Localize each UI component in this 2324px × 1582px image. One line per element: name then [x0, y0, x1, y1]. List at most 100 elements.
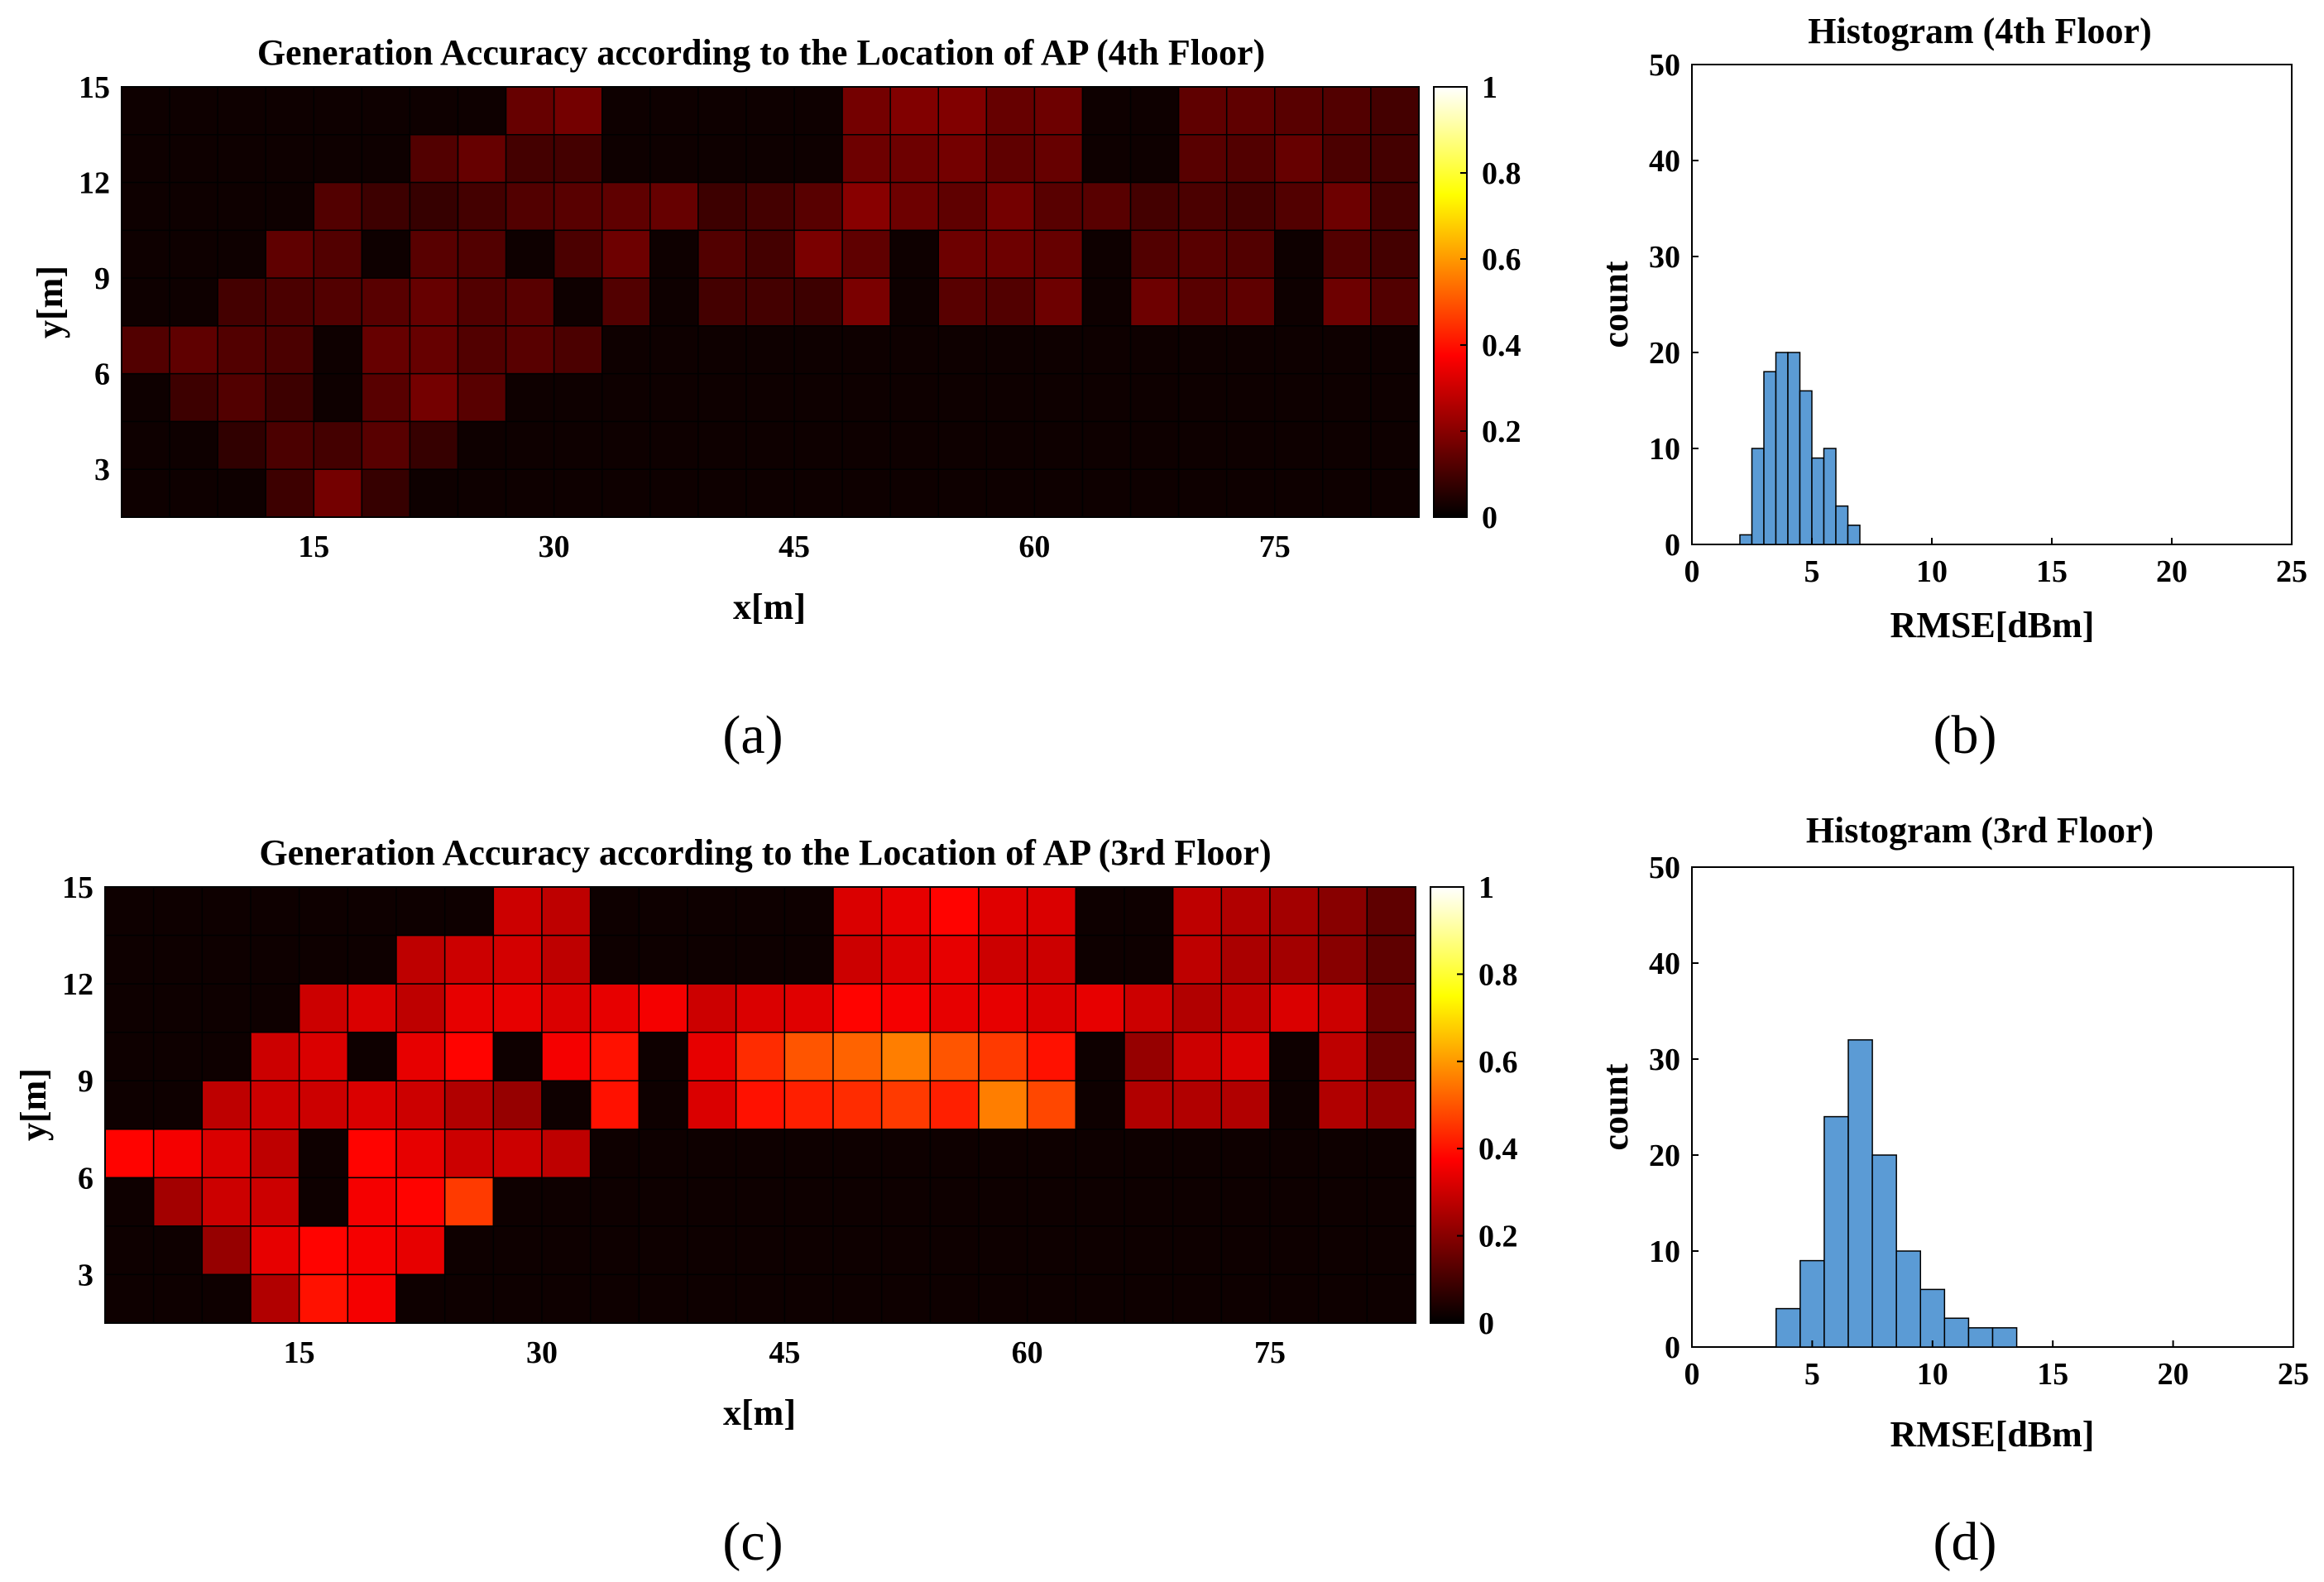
heatmap-cell [649, 420, 699, 470]
heatmap-cell [793, 325, 843, 375]
heatmap-cell [687, 934, 737, 985]
chart-title: Histogram (3rd Floor) [1806, 810, 2154, 851]
heatmap-cell [1317, 1080, 1368, 1130]
y-tick-label: 9 [94, 261, 110, 296]
heatmap-cell [832, 1031, 883, 1081]
x-tick-label: 15 [2037, 1357, 2068, 1392]
y-tick-label: 12 [62, 967, 93, 1002]
x-tick-label: 0 [1684, 1357, 1700, 1392]
heatmap-cell [1081, 134, 1132, 184]
heatmap-cell [250, 886, 300, 937]
heatmap-cell [929, 983, 980, 1033]
heatmap-cell [1075, 886, 1125, 937]
heatmap-cell [687, 1177, 737, 1227]
heatmap-cell [443, 886, 495, 937]
plot-area [1691, 866, 2294, 1348]
heatmap-cell [1033, 420, 1084, 470]
histogram-bars [1739, 352, 1861, 545]
heatmap-cell [697, 468, 747, 518]
heatmap-cell [347, 1225, 397, 1276]
heatmap-cell [553, 181, 603, 232]
heatmap-cell [121, 420, 170, 470]
y-tick-label: 30 [1649, 240, 1680, 275]
heatmap-cell [361, 86, 411, 136]
heatmap-cell [1317, 1031, 1368, 1081]
heatmap-cell [793, 468, 843, 518]
heatmap-cell [697, 134, 747, 184]
heatmap-cell [783, 886, 834, 937]
heatmap-cell [298, 1080, 349, 1130]
heatmap-cell [1026, 1080, 1077, 1130]
y-tick-label: 20 [1649, 336, 1680, 371]
heatmap-cell [169, 181, 218, 232]
histogram-bar [1847, 1039, 1873, 1348]
heatmap-cell [250, 1177, 300, 1227]
heatmap-cell [201, 983, 252, 1033]
heatmap-cell [298, 934, 349, 985]
heatmap-cell [889, 372, 940, 423]
heatmap-cell [104, 1031, 155, 1081]
heatmap-cell [783, 1080, 834, 1130]
heatmap-cell [601, 277, 651, 327]
x-ticks: 0 5 10 15 20 25 [1684, 538, 2307, 589]
heatmap-cell [687, 1225, 737, 1276]
heatmap-cell [541, 983, 592, 1033]
heatmap-cell [1075, 1225, 1125, 1276]
heatmap-cell [1033, 86, 1084, 136]
heatmap-cell [443, 934, 495, 985]
heatmap-cell [553, 325, 603, 375]
heatmap-cell [1026, 934, 1077, 985]
heatmap-cell [313, 229, 363, 279]
heatmap-cell [347, 1031, 397, 1081]
y-ticks: 3 6 9 12 15 [79, 70, 110, 487]
heatmap-cell [1269, 1080, 1320, 1130]
heatmap-cell [841, 134, 891, 184]
heatmap-cell [649, 181, 699, 232]
heatmap-cell [735, 1080, 786, 1130]
heatmap-cell [169, 468, 218, 518]
heatmap-cell [217, 229, 266, 279]
heatmap-cell [298, 886, 349, 937]
heatmap-cell [313, 277, 363, 327]
y-axis-label: count [1595, 1063, 1636, 1150]
heatmap-cell [541, 886, 592, 937]
heatmap-cell [937, 372, 988, 423]
heatmap-cell [1274, 181, 1324, 232]
heatmap-cell [1172, 1177, 1223, 1227]
heatmap-cell [832, 1273, 883, 1324]
heatmap-cell [1322, 181, 1372, 232]
heatmap-cell [735, 1177, 786, 1227]
heatmap-cell [217, 134, 266, 184]
heatmap-cell [265, 86, 315, 136]
heatmap-cell [649, 134, 699, 184]
heatmap-cell [313, 181, 363, 232]
heatmap-cell [841, 229, 891, 279]
heatmap-cell [152, 1273, 204, 1324]
heatmap-cell [1075, 1177, 1125, 1227]
colorbar [1430, 886, 1464, 1324]
heatmap-cell [1075, 983, 1125, 1033]
heatmap-cell [553, 372, 603, 423]
heatmap-cell [1172, 886, 1223, 937]
heatmap-cell [687, 983, 737, 1033]
colorbar-tick-label: 0 [1478, 1306, 1494, 1341]
heatmap-cell [541, 1273, 592, 1324]
heatmap-cell [1129, 420, 1180, 470]
histogram-bar [1775, 352, 1789, 545]
y-tick-label: 12 [79, 166, 110, 201]
heatmap-cell [298, 1031, 349, 1081]
heatmap-cell [457, 181, 507, 232]
heatmap-cell [589, 1177, 640, 1227]
heatmap-cell [1026, 1129, 1077, 1179]
heatmap-cell [1220, 1031, 1271, 1081]
heatmap-cell [1269, 1129, 1320, 1179]
heatmap-cell [265, 468, 315, 518]
heatmap-cell [889, 325, 940, 375]
heatmap-cell [889, 86, 940, 136]
heatmap-cell [152, 1177, 204, 1227]
heatmap-cell [265, 229, 315, 279]
x-tick-label: 15 [2036, 554, 2068, 589]
heatmap-cell [638, 934, 688, 985]
heatmap-cell [1225, 372, 1276, 423]
y-axis-label: y[m] [30, 266, 70, 338]
